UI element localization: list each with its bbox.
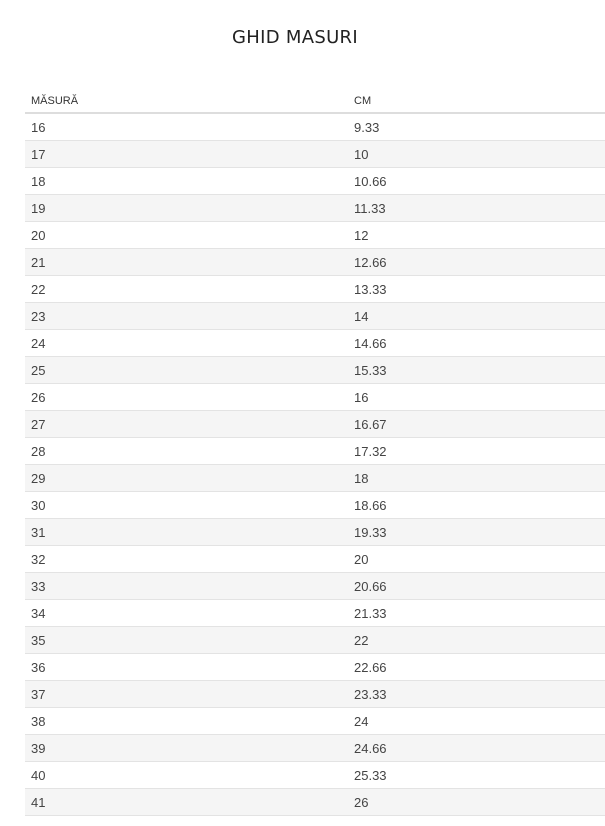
cm-cell: 18.66 <box>348 491 605 519</box>
size-guide-table: MĂSURĂ CM 16 9.33 17 10 18 10.66 19 11.33 20 12 21… <box>25 90 605 816</box>
table-row: 37 23.33 <box>25 680 605 708</box>
size-cell: 40 <box>25 761 348 789</box>
cm-cell: 20 <box>348 545 605 573</box>
size-cell: 19 <box>25 194 348 222</box>
size-cell: 27 <box>25 410 348 438</box>
size-cell: 38 <box>25 707 348 735</box>
table-row: 35 22 <box>25 626 605 654</box>
size-cell: 34 <box>25 599 348 627</box>
cm-cell: 14.66 <box>348 329 605 357</box>
table-row: 23 14 <box>25 302 605 330</box>
cm-cell: 11.33 <box>348 194 605 222</box>
table-row: 18 10.66 <box>25 167 605 195</box>
table-row: 31 19.33 <box>25 518 605 546</box>
cm-cell: 13.33 <box>348 275 605 303</box>
column-header-size: MĂSURĂ <box>25 90 348 114</box>
cm-cell: 20.66 <box>348 572 605 600</box>
cm-cell: 10.66 <box>348 167 605 195</box>
cm-cell: 16.67 <box>348 410 605 438</box>
size-cell: 28 <box>25 437 348 465</box>
table-row: 36 22.66 <box>25 653 605 681</box>
table-row: 16 9.33 <box>25 113 605 141</box>
cm-cell: 22.66 <box>348 653 605 681</box>
table-row: 39 24.66 <box>25 734 605 762</box>
cm-cell: 12 <box>348 221 605 249</box>
size-cell: 25 <box>25 356 348 384</box>
table-row: 27 16.67 <box>25 410 605 438</box>
page-title: GHID MASURI <box>232 27 358 48</box>
table-row: 17 10 <box>25 140 605 168</box>
cm-cell: 18 <box>348 464 605 492</box>
cm-cell: 16 <box>348 383 605 411</box>
size-cell: 31 <box>25 518 348 546</box>
size-cell: 29 <box>25 464 348 492</box>
table-row: 29 18 <box>25 464 605 492</box>
table-header-row: MĂSURĂ CM <box>25 90 605 114</box>
size-cell: 24 <box>25 329 348 357</box>
size-cell: 39 <box>25 734 348 762</box>
table-row: 28 17.32 <box>25 437 605 465</box>
table-row: 21 12.66 <box>25 248 605 276</box>
cm-cell: 26 <box>348 788 605 816</box>
size-cell: 41 <box>25 788 348 816</box>
cm-cell: 24.66 <box>348 734 605 762</box>
size-cell: 37 <box>25 680 348 708</box>
cm-cell: 21.33 <box>348 599 605 627</box>
cm-cell: 12.66 <box>348 248 605 276</box>
cm-cell: 10 <box>348 140 605 168</box>
table-row: 41 26 <box>25 788 605 816</box>
size-cell: 36 <box>25 653 348 681</box>
table-row: 24 14.66 <box>25 329 605 357</box>
size-cell: 32 <box>25 545 348 573</box>
table-row: 32 20 <box>25 545 605 573</box>
table-row: 22 13.33 <box>25 275 605 303</box>
table-row: 30 18.66 <box>25 491 605 519</box>
size-cell: 22 <box>25 275 348 303</box>
cm-cell: 17.32 <box>348 437 605 465</box>
table-row: 40 25.33 <box>25 761 605 789</box>
size-cell: 26 <box>25 383 348 411</box>
cm-cell: 9.33 <box>348 113 605 141</box>
table-row: 26 16 <box>25 383 605 411</box>
cm-cell: 15.33 <box>348 356 605 384</box>
size-cell: 21 <box>25 248 348 276</box>
size-cell: 30 <box>25 491 348 519</box>
size-cell: 35 <box>25 626 348 654</box>
cm-cell: 22 <box>348 626 605 654</box>
table-row: 20 12 <box>25 221 605 249</box>
cm-cell: 25.33 <box>348 761 605 789</box>
size-cell: 20 <box>25 221 348 249</box>
cm-cell: 23.33 <box>348 680 605 708</box>
table-row: 33 20.66 <box>25 572 605 600</box>
size-cell: 16 <box>25 113 348 141</box>
size-cell: 18 <box>25 167 348 195</box>
table-row: 34 21.33 <box>25 599 605 627</box>
size-cell: 17 <box>25 140 348 168</box>
table-row: 38 24 <box>25 707 605 735</box>
table-row: 25 15.33 <box>25 356 605 384</box>
table-row: 19 11.33 <box>25 194 605 222</box>
size-cell: 23 <box>25 302 348 330</box>
cm-cell: 19.33 <box>348 518 605 546</box>
size-cell: 33 <box>25 572 348 600</box>
cm-cell: 24 <box>348 707 605 735</box>
column-header-cm: CM <box>348 90 605 114</box>
cm-cell: 14 <box>348 302 605 330</box>
